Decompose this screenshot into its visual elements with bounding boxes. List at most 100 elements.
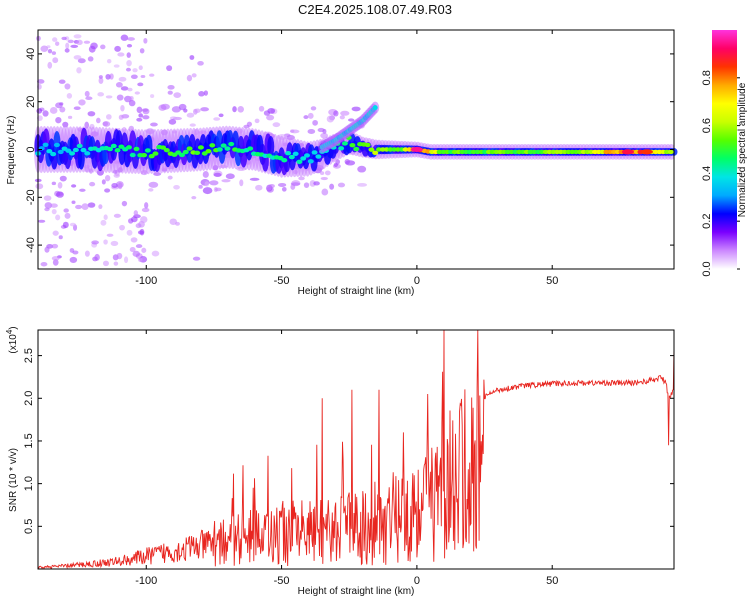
spectrogram-noise-blob — [200, 107, 209, 112]
spectrogram-noise-blob — [186, 74, 193, 82]
spectrogram-ridge — [46, 148, 53, 154]
spectrogram-noise-blob — [126, 43, 133, 48]
spectrogram-noise-blob — [135, 223, 142, 229]
spectrogram-noise-blob — [337, 182, 346, 188]
spectrogram-ridge — [125, 145, 132, 150]
spectrogram-ridge — [57, 149, 64, 155]
spectrogram-hotspot — [410, 147, 423, 152]
spectrogram-noise-blob — [340, 110, 350, 116]
spectrogram-noise-blob — [55, 214, 61, 221]
spectrogram-noise-blob — [65, 42, 70, 49]
snr-panel: -100 -50 0 50 0.5 1.0 1.5 2.0 2.5 Height of stra… — [5, 326, 675, 597]
spectrogram-noise-blob — [167, 90, 173, 95]
spectrogram-noise-blob — [102, 260, 109, 267]
spectrogram-noise-blob — [249, 177, 260, 181]
spectrogram-ridge — [182, 149, 189, 155]
spectrogram-noise-blob — [298, 176, 305, 181]
spectrogram-noise-blob — [214, 187, 222, 192]
spectrogram-noise-blob — [103, 214, 108, 220]
spectrogram-noise-blob — [85, 96, 93, 101]
spectrogram-noise-blob — [67, 115, 73, 119]
spectrogram-ridge — [72, 147, 79, 153]
spectrogram-noise-blob — [175, 221, 180, 226]
spectrogram-ridge — [144, 148, 151, 153]
spectrogram-ridge — [152, 151, 159, 156]
spectrogram-noise-blob — [97, 92, 105, 97]
spectrogram-ridge — [307, 159, 314, 164]
spectrogram-ridge — [133, 146, 140, 152]
spectrogram-noise-blob — [198, 184, 203, 189]
spectrogram-noise-blob — [87, 202, 96, 208]
spectrogram-noise-blob — [118, 76, 127, 82]
spectrogram-noise-blob — [357, 182, 368, 187]
spectrogram-ridge — [186, 146, 193, 151]
spectrogram-noise-blob — [189, 123, 196, 127]
spectrogram-noise-blob — [339, 115, 345, 120]
spectrogram-noise-blob — [105, 95, 113, 99]
spectrogram-noise-blob — [320, 176, 328, 181]
spectrogram-xtick-label: -50 — [274, 275, 290, 287]
colorbar-tick-label: 0.2 — [701, 214, 713, 229]
spectrogram-noise-blob — [324, 170, 331, 176]
snr-ytick-label: 1.0 — [23, 476, 35, 491]
spectrogram-ridge — [84, 151, 91, 156]
spectrogram-ridge — [65, 148, 72, 153]
colorbar-tick-label: 0.8 — [701, 70, 713, 85]
colorbar: 0.0 0.2 0.4 0.6 0.8 Normalized spectral ampl… — [701, 30, 748, 277]
spectrogram-noise-blob — [89, 181, 96, 187]
spectrogram-noise-blob — [186, 112, 195, 118]
spectrogram-noise-blob — [35, 183, 44, 190]
spectrogram-noise-blob — [57, 182, 63, 189]
spectrogram-noise-blob — [70, 44, 79, 48]
spectrogram-noise-blob — [51, 181, 57, 186]
spectrogram-xlabel: Height of straight line (km) — [298, 286, 415, 297]
spectrogram-noise-blob — [120, 86, 129, 91]
spectrogram-ytick-label: -40 — [25, 237, 37, 253]
spectrogram-noise-blob — [246, 121, 253, 127]
snr-xtick-label: 0 — [414, 575, 420, 587]
spectrogram-noise-blob — [221, 179, 231, 183]
spectrogram-noise-blob — [120, 104, 125, 112]
snr-xtick-label: -100 — [135, 575, 157, 587]
spectrogram-noise-blob — [81, 203, 89, 211]
spectrogram-noise-blob — [55, 41, 60, 46]
spectrogram-noise-blob — [312, 119, 318, 126]
spectrogram-noise-blob — [106, 233, 114, 237]
spectrogram-noise-blob — [44, 246, 50, 253]
spectrogram-noise-blob — [124, 256, 129, 264]
spectrogram-noise-blob — [49, 106, 58, 114]
spectrogram-ridge — [311, 150, 318, 155]
spectrogram-noise-blob — [69, 256, 78, 263]
spectrogram-noise-blob — [166, 65, 173, 72]
spectrogram-ridge — [281, 158, 288, 163]
spectrogram-noise-blob — [52, 37, 58, 42]
spectrogram-noise-blob — [117, 52, 125, 57]
spectrogram-noise-blob — [132, 250, 140, 257]
spectrogram-noise-blob — [218, 113, 224, 118]
spectrogram-noise-blob — [126, 52, 131, 58]
spectrogram-noise-blob — [66, 93, 73, 99]
spectrogram-noise-blob — [113, 64, 120, 68]
snr-line — [37, 329, 675, 570]
spectrogram-noise-blob — [120, 34, 129, 41]
spectrogram-ridge — [228, 141, 235, 147]
spectrogram-noise-blob — [173, 92, 182, 98]
spectrogram-noise-blob — [129, 247, 136, 253]
spectrogram-noise-blob — [59, 106, 66, 113]
spectrogram-noise-blob — [98, 77, 104, 84]
spectrogram-noise-blob — [115, 82, 123, 88]
spectrogram-ridge — [285, 150, 292, 156]
spectrogram-noise-blob — [106, 59, 112, 64]
spectrogram-noise-blob — [58, 235, 63, 240]
spectrogram-noise-blob — [303, 182, 310, 188]
spectrogram-noise-blob — [56, 191, 64, 198]
spectrogram-hotspot — [621, 149, 634, 155]
spectrogram-noise-blob — [126, 229, 133, 236]
spectrogram-noise-blob — [96, 117, 101, 124]
spectrogram-noise-blob — [135, 244, 143, 249]
spectrogram-noise-blob — [43, 195, 52, 201]
spectrogram-ridge — [368, 147, 375, 152]
spectrogram-noise-blob — [102, 121, 111, 127]
spectrogram-noise-blob — [116, 252, 123, 260]
snr-ylabel: SNR (10 * v/v) — [8, 448, 19, 512]
